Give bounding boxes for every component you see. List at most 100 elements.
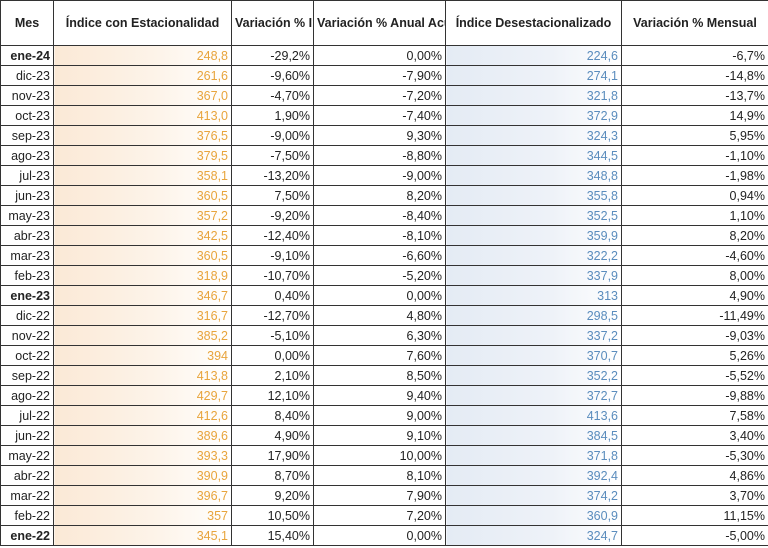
indice-desestacionalizado-cell: 370,7 [445, 345, 622, 366]
variacion-mensual-cell: 8,20% [621, 225, 768, 246]
indice-estacionalidad-cell: 248,8 [53, 45, 232, 66]
table-row: ene-22 345,1 15,40% 0,00% 324,7 -5,00% [0, 525, 768, 546]
variacion-interanual-cell: 4,90% [231, 425, 314, 446]
indice-desestacionalizado-cell: 352,5 [445, 205, 622, 226]
month-cell: may-23 [0, 205, 54, 226]
month-cell: feb-22 [0, 505, 54, 526]
month-cell: ene-23 [0, 285, 54, 306]
month-cell: jul-22 [0, 405, 54, 426]
month-cell: ene-24 [0, 45, 54, 66]
month-cell: jun-23 [0, 185, 54, 206]
header-variacion-mensual: Variación % Mensual [621, 0, 768, 46]
variacion-anual-acumulada-cell: -7,20% [313, 85, 446, 106]
indice-desestacionalizado-cell: 359,9 [445, 225, 622, 246]
variacion-mensual-cell: 7,58% [621, 405, 768, 426]
variacion-mensual-cell: 4,86% [621, 465, 768, 486]
indice-estacionalidad-cell: 394 [53, 345, 232, 366]
month-cell: nov-22 [0, 325, 54, 346]
variacion-anual-acumulada-cell: 0,00% [313, 45, 446, 66]
variacion-interanual-cell: 15,40% [231, 525, 314, 546]
variacion-mensual-cell: 14,9% [621, 105, 768, 126]
variacion-mensual-cell: -6,7% [621, 45, 768, 66]
variacion-anual-acumulada-cell: 9,00% [313, 405, 446, 426]
month-cell: ago-22 [0, 385, 54, 406]
table-row: abr-23 342,5 -12,40% -8,10% 359,9 8,20% [0, 225, 768, 246]
table-row: mar-23 360,5 -9,10% -6,60% 322,2 -4,60% [0, 245, 768, 266]
month-cell: mar-22 [0, 485, 54, 506]
variacion-anual-acumulada-cell: 0,00% [313, 525, 446, 546]
table-row: jul-22 412,6 8,40% 9,00% 413,6 7,58% [0, 405, 768, 426]
month-cell: ene-22 [0, 525, 54, 546]
table-row: sep-22 413,8 2,10% 8,50% 352,2 -5,52% [0, 365, 768, 386]
indice-estacionalidad-cell: 316,7 [53, 305, 232, 326]
indice-desestacionalizado-cell: 337,9 [445, 265, 622, 286]
variacion-interanual-cell: 1,90% [231, 105, 314, 126]
variacion-mensual-cell: -5,00% [621, 525, 768, 546]
indice-estacionalidad-cell: 379,5 [53, 145, 232, 166]
indice-estacionalidad-cell: 346,7 [53, 285, 232, 306]
variacion-anual-acumulada-cell: 8,50% [313, 365, 446, 386]
variacion-anual-acumulada-cell: 10,00% [313, 445, 446, 466]
indice-estacionalidad-cell: 413,8 [53, 365, 232, 386]
table-row: oct-22 394 0,00% 7,60% 370,7 5,26% [0, 345, 768, 366]
variacion-interanual-cell: -29,2% [231, 45, 314, 66]
month-cell: abr-23 [0, 225, 54, 246]
indice-estacionalidad-cell: 357 [53, 505, 232, 526]
variacion-interanual-cell: 17,90% [231, 445, 314, 466]
indice-desestacionalizado-cell: 321,8 [445, 85, 622, 106]
variacion-interanual-cell: -7,50% [231, 145, 314, 166]
month-cell: oct-22 [0, 345, 54, 366]
variacion-mensual-cell: 4,90% [621, 285, 768, 306]
indice-estacionalidad-cell: 429,7 [53, 385, 232, 406]
variacion-anual-acumulada-cell: 7,90% [313, 485, 446, 506]
variacion-anual-acumulada-cell: -6,60% [313, 245, 446, 266]
table-row: ago-23 379,5 -7,50% -8,80% 344,5 -1,10% [0, 145, 768, 166]
variacion-interanual-cell: -9,20% [231, 205, 314, 226]
variacion-anual-acumulada-cell: 7,60% [313, 345, 446, 366]
header-variacion-interanual: Variación % Interanual [231, 0, 314, 46]
header-indice-estacionalidad: Índice con Estacionalidad [53, 0, 232, 46]
variacion-mensual-cell: 8,00% [621, 265, 768, 286]
indice-desestacionalizado-cell: 355,8 [445, 185, 622, 206]
variacion-interanual-cell: -9,60% [231, 65, 314, 86]
variacion-anual-acumulada-cell: 6,30% [313, 325, 446, 346]
table-row: ene-24 248,8 -29,2% 0,00% 224,6 -6,7% [0, 45, 768, 66]
table-row: feb-22 357 10,50% 7,20% 360,9 11,15% [0, 505, 768, 526]
indice-desestacionalizado-cell: 372,7 [445, 385, 622, 406]
variacion-mensual-cell: 1,10% [621, 205, 768, 226]
variacion-anual-acumulada-cell: -7,40% [313, 105, 446, 126]
indice-desestacionalizado-cell: 372,9 [445, 105, 622, 126]
month-cell: oct-23 [0, 105, 54, 126]
variacion-interanual-cell: -13,20% [231, 165, 314, 186]
indice-desestacionalizado-cell: 337,2 [445, 325, 622, 346]
month-cell: sep-22 [0, 365, 54, 386]
month-cell: sep-23 [0, 125, 54, 146]
indice-estacionalidad-cell: 360,5 [53, 185, 232, 206]
indice-estacionalidad-cell: 318,9 [53, 265, 232, 286]
indice-estacionalidad-cell: 412,6 [53, 405, 232, 426]
variacion-mensual-cell: -14,8% [621, 65, 768, 86]
variacion-anual-acumulada-cell: 9,30% [313, 125, 446, 146]
indice-estacionalidad-cell: 342,5 [53, 225, 232, 246]
table-row: ago-22 429,7 12,10% 9,40% 372,7 -9,88% [0, 385, 768, 406]
table-row: dic-22 316,7 -12,70% 4,80% 298,5 -11,49% [0, 305, 768, 326]
indice-estacionalidad-cell: 389,6 [53, 425, 232, 446]
indice-estacionalidad-cell: 261,6 [53, 65, 232, 86]
variacion-interanual-cell: -5,10% [231, 325, 314, 346]
month-cell: nov-23 [0, 85, 54, 106]
variacion-interanual-cell: -12,40% [231, 225, 314, 246]
variacion-mensual-cell: 11,15% [621, 505, 768, 526]
indice-desestacionalizado-cell: 360,9 [445, 505, 622, 526]
table-row: mar-22 396,7 9,20% 7,90% 374,2 3,70% [0, 485, 768, 506]
table-row: may-22 393,3 17,90% 10,00% 371,8 -5,30% [0, 445, 768, 466]
variacion-interanual-cell: 8,70% [231, 465, 314, 486]
variacion-mensual-cell: -11,49% [621, 305, 768, 326]
variacion-mensual-cell: -1,98% [621, 165, 768, 186]
indice-estacionalidad-cell: 376,5 [53, 125, 232, 146]
variacion-interanual-cell: 7,50% [231, 185, 314, 206]
indice-estacionalidad-cell: 345,1 [53, 525, 232, 546]
variacion-interanual-cell: -10,70% [231, 265, 314, 286]
table-row: nov-23 367,0 -4,70% -7,20% 321,8 -13,7% [0, 85, 768, 106]
variacion-mensual-cell: -5,30% [621, 445, 768, 466]
